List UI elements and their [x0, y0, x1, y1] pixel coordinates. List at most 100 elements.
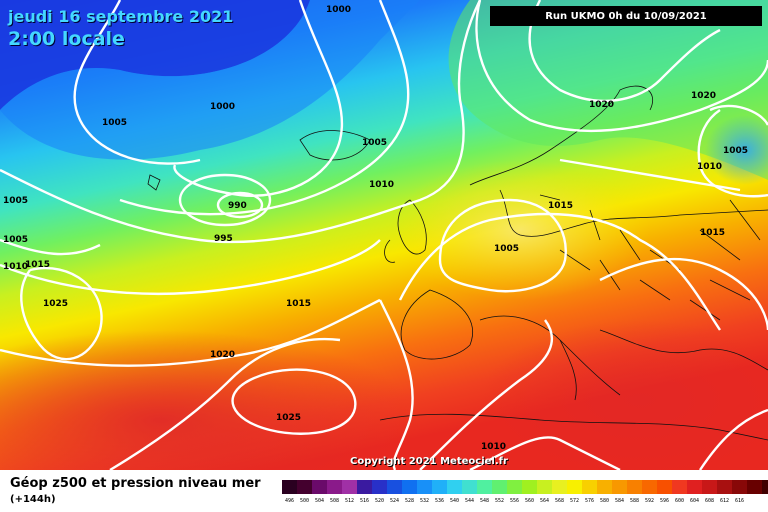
scale-tick-label: 600 — [674, 498, 685, 504]
scale-swatch — [507, 480, 522, 494]
high-yellow-area — [390, 160, 650, 300]
scale-tick-label: 560 — [524, 498, 535, 504]
scale-swatch — [522, 480, 537, 494]
run-info-box: Run UKMO 0h du 10/09/2021 — [490, 6, 762, 26]
isobar-label: 1015 — [25, 260, 50, 270]
scale-swatch — [687, 480, 702, 494]
isobar-label: 990 — [228, 201, 247, 211]
scale-swatch — [582, 480, 597, 494]
isobar-label: 1000 — [326, 5, 351, 15]
scale-swatch — [732, 480, 747, 494]
forecast-time: 2:00 locale — [8, 28, 125, 50]
scale-tick-label: 568 — [554, 498, 565, 504]
scale-swatch — [567, 480, 582, 494]
scale-swatch — [642, 480, 657, 494]
scale-swatch — [297, 480, 312, 494]
scale-tick-label: 616 — [734, 498, 745, 504]
scale-swatch — [552, 480, 567, 494]
isobar-label: 1005 — [102, 118, 127, 128]
east-low-area — [705, 115, 768, 185]
isobar-label: 1015 — [286, 299, 311, 309]
isobar-label: 1025 — [43, 299, 68, 309]
forecast-title: jeudi 16 septembre 2021 2:00 locale — [8, 8, 233, 51]
scale-tick-label: 580 — [599, 498, 610, 504]
scale-tick-label: 520 — [374, 498, 385, 504]
scale-tick-label: 588 — [629, 498, 640, 504]
isobar-label: 1005 — [494, 244, 519, 254]
scale-tick-label: 548 — [479, 498, 490, 504]
scale-tick-label: 604 — [689, 498, 700, 504]
scale-tick-label: 544 — [464, 498, 475, 504]
isobar-label: 1020 — [589, 100, 614, 110]
scale-tick-label: 584 — [614, 498, 625, 504]
scale-swatch — [312, 480, 327, 494]
isobar-label: 1020 — [691, 91, 716, 101]
scale-swatch — [327, 480, 342, 494]
scale-tick-label: 592 — [644, 498, 655, 504]
scale-swatch — [612, 480, 627, 494]
isobar-label: 1010 — [369, 180, 394, 190]
scale-swatch — [492, 480, 507, 494]
scale-swatch — [762, 480, 768, 494]
isobar-label: 1010 — [697, 162, 722, 172]
isobar-label: 1025 — [276, 413, 301, 423]
legend-bar: Géop z500 et pression niveau mer (+144h)… — [0, 470, 768, 512]
ridge-north — [448, 0, 768, 180]
scale-swatch — [282, 480, 297, 494]
scale-tick-label: 532 — [419, 498, 430, 504]
scale-swatch — [477, 480, 492, 494]
scale-swatch — [417, 480, 432, 494]
scale-swatch — [357, 480, 372, 494]
scale-tick-label: 512 — [344, 498, 355, 504]
isobar-label: 1005 — [723, 146, 748, 156]
scale-swatch — [342, 480, 357, 494]
scale-tick-label: 556 — [509, 498, 520, 504]
scale-swatch — [627, 480, 642, 494]
scale-tick-label: 572 — [569, 498, 580, 504]
scale-swatch — [597, 480, 612, 494]
isobar-label: 995 — [214, 234, 233, 244]
isobar-label: 1015 — [700, 228, 725, 238]
scale-tick-label: 516 — [359, 498, 370, 504]
scale-swatch — [702, 480, 717, 494]
scale-swatch — [372, 480, 387, 494]
isobar-label: 1020 — [210, 350, 235, 360]
legend-title: Géop z500 et pression niveau mer — [10, 476, 261, 491]
isobar-label: 1005 — [362, 138, 387, 148]
scale-tick-label: 564 — [539, 498, 550, 504]
scale-tick-label: 540 — [449, 498, 460, 504]
isobar-label: 1000 — [210, 102, 235, 112]
isobar-label: 1005 — [3, 196, 28, 206]
scale-swatch — [432, 480, 447, 494]
scale-tick-label: 528 — [404, 498, 415, 504]
scale-tick-label: 576 — [584, 498, 595, 504]
isobar-lines — [0, 0, 768, 470]
scale-tick-label: 496 — [284, 498, 295, 504]
scale-swatch — [657, 480, 672, 494]
color-scale-ticks: 496 500 504 508 512 516 520 524 528 532 536 540 544 5… — [282, 498, 747, 504]
scale-tick-label: 500 — [299, 498, 310, 504]
forecast-lead-time: (+144h) — [10, 494, 56, 505]
scale-tick-label: 612 — [719, 498, 730, 504]
scale-tick-label: 596 — [659, 498, 670, 504]
scale-tick-label: 504 — [314, 498, 325, 504]
scale-tick-label: 552 — [494, 498, 505, 504]
scale-swatch — [717, 480, 732, 494]
weather-map: 1000 1005 1000 1005 990 995 1010 1005 10… — [0, 0, 768, 470]
color-scale — [282, 480, 768, 494]
isobar-label: 1015 — [548, 201, 573, 211]
isobar-label: 1010 — [3, 262, 28, 272]
isobar-label: 1010 — [481, 442, 506, 452]
scale-tick-label: 508 — [329, 498, 340, 504]
isobar-label: 1005 — [3, 235, 28, 245]
isobar-labels: 1000 1005 1000 1005 990 995 1010 1005 10… — [3, 5, 748, 452]
deep-low-region — [0, 0, 310, 110]
scale-tick-label: 536 — [434, 498, 445, 504]
scale-tick-label: 524 — [389, 498, 400, 504]
scale-swatch — [672, 480, 687, 494]
scale-swatch — [747, 480, 762, 494]
mediterranean-high-area — [480, 320, 768, 470]
map-canvas: 1000 1005 1000 1005 990 995 1010 1005 10… — [0, 0, 768, 470]
scale-swatch — [447, 480, 462, 494]
